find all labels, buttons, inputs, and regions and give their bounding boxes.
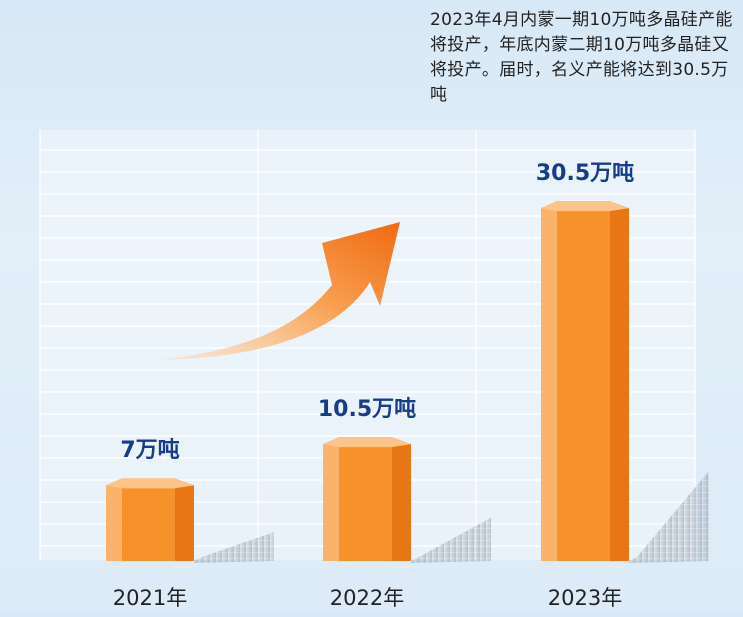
bar-cap [323, 437, 411, 448]
growth-arrow [158, 222, 400, 360]
data-label-2021: 7万吨 [120, 438, 180, 464]
bar-face-left [541, 201, 557, 561]
bar-shadow [629, 471, 709, 563]
data-label-2023: 30.5万吨 [535, 161, 635, 187]
bar-face-right [391, 437, 411, 561]
x-tick-2021: 2021年 [112, 586, 188, 610]
bar-face-front [338, 437, 392, 561]
x-tick-2022: 2022年 [329, 586, 405, 610]
bar-cap [106, 478, 194, 489]
bar-face-front [556, 201, 610, 561]
data-label-2022: 10.5万吨 [317, 397, 417, 423]
bar-face-left [106, 478, 122, 561]
bar-face-right [609, 201, 629, 561]
bar-2022年 [323, 437, 491, 563]
bar-cap [541, 201, 629, 212]
bar-face-left [323, 437, 339, 561]
bars [106, 201, 709, 563]
bar-face-front [121, 478, 175, 561]
bar-shadow [411, 517, 491, 563]
bar-shadow [194, 532, 274, 563]
bar-2023年 [541, 201, 709, 563]
bar-2021年 [106, 478, 274, 563]
x-tick-2023: 2023年 [547, 586, 623, 610]
production-note: 2023年4月内蒙一期10万吨多晶硅产能将投产，年底内蒙二期10万吨多晶硅又将投… [430, 10, 733, 105]
bar-face-right [174, 478, 194, 561]
